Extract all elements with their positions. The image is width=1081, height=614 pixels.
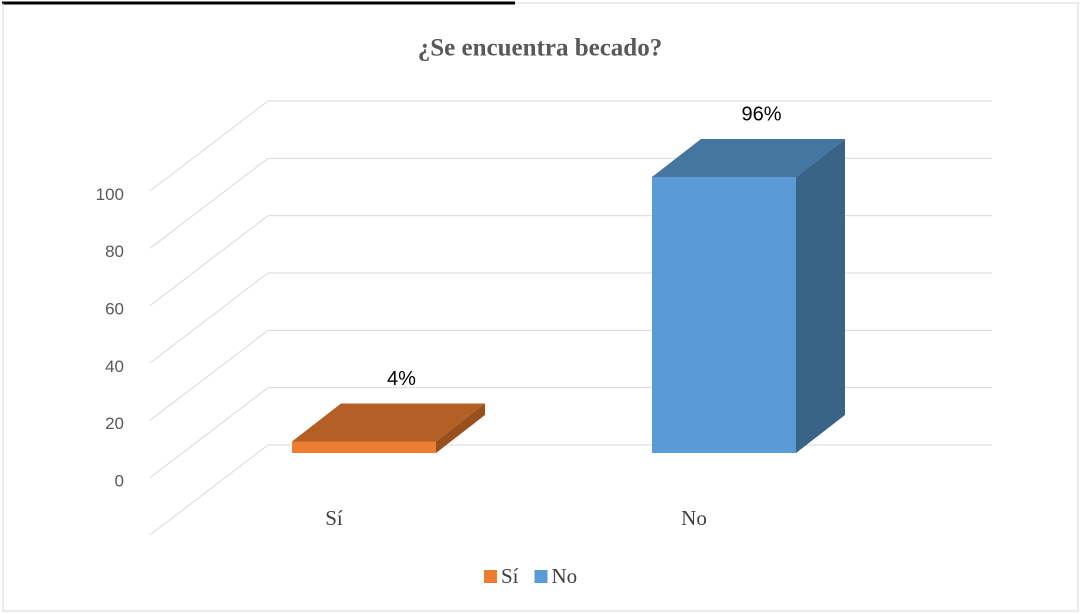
y-tick-label: 100 <box>96 185 124 204</box>
y-tick-label: 80 <box>105 242 124 261</box>
bar-side <box>796 139 845 453</box>
chart-title: ¿Se encuentra becado? <box>418 35 662 62</box>
y-tick-label: 20 <box>105 414 124 433</box>
grid-line <box>149 387 269 479</box>
bar-side <box>436 403 485 453</box>
grid-line <box>149 215 269 307</box>
bar <box>292 403 485 453</box>
bar-top <box>292 403 485 442</box>
data-label: 4% <box>387 368 416 390</box>
y-tick-label: 60 <box>105 299 124 318</box>
bar <box>652 139 845 453</box>
bar-front <box>292 441 436 453</box>
y-tick-label: 0 <box>115 471 124 490</box>
y-tick-label: 40 <box>105 357 124 376</box>
grid-line <box>149 444 269 536</box>
legend-swatch <box>534 570 548 583</box>
grid-line <box>149 272 269 364</box>
legend-label: No <box>552 564 578 588</box>
grid-line <box>149 329 269 421</box>
legend-swatch <box>484 570 497 583</box>
legend-label: Sí <box>501 564 519 588</box>
wall-edge <box>149 100 269 192</box>
data-label: 96% <box>741 103 781 125</box>
bar-front <box>652 177 796 453</box>
x-tick-label: No <box>681 506 707 530</box>
x-tick-label: Sí <box>325 506 343 530</box>
bar-top <box>652 139 845 177</box>
grid-line <box>149 157 269 249</box>
